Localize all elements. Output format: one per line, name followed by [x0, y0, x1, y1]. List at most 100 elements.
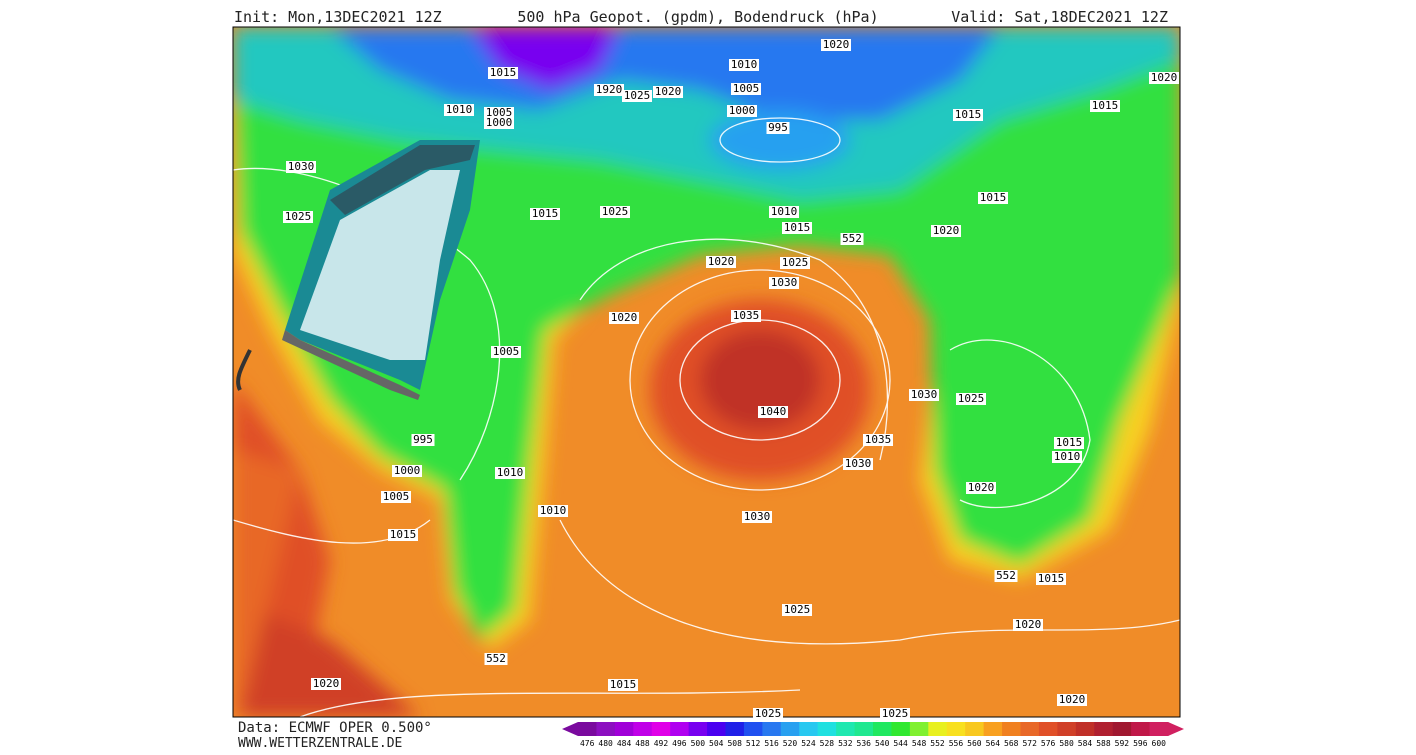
isobar-label: 1015: [1038, 572, 1065, 585]
colorbar-swatch: [873, 722, 892, 736]
isobar-label: 1000: [394, 464, 421, 477]
isobar-label: 1005: [486, 106, 513, 119]
label-bg: [484, 107, 514, 119]
isobar-label: 1030: [288, 160, 315, 173]
label-bg: [388, 529, 418, 541]
label-bg: [766, 122, 790, 134]
isobar-label: 1020: [655, 85, 682, 98]
colorbar-label: 552: [930, 739, 945, 748]
label-bg: [931, 225, 961, 237]
label-bg: [530, 208, 560, 220]
init-time: Init: Mon,13DEC2021 12Z: [234, 8, 442, 26]
label-bg: [782, 604, 812, 616]
label-bg: [1090, 100, 1120, 112]
colorbar-swatch: [743, 722, 763, 736]
label-bg: [966, 482, 996, 494]
isobar-label: 1030: [845, 457, 872, 470]
colorbar-label: 576: [1041, 739, 1056, 748]
isobar-label: 1025: [958, 392, 985, 405]
colorbar-label: 488: [635, 739, 650, 748]
label-bg: [1057, 694, 1087, 706]
colorbar-label: 588: [1096, 739, 1111, 748]
colorbar-swatch: [891, 722, 911, 736]
label-bg: [1036, 573, 1066, 585]
colorbar-label: 496: [672, 739, 687, 748]
colorbar-label: 544: [893, 739, 908, 748]
colorbar-label: 512: [746, 739, 761, 748]
label-bg: [821, 39, 851, 51]
colorbar-arrow-low: [562, 722, 578, 736]
colorbar-label: 548: [912, 739, 927, 748]
label-bg: [706, 256, 736, 268]
colorbar-label: 572: [1022, 739, 1037, 748]
colorbar-swatch: [1002, 722, 1021, 736]
label-bg: [727, 105, 757, 117]
label-bg: [653, 86, 683, 98]
isobar-label: 1020: [708, 255, 735, 268]
colorbar-label: 484: [617, 739, 632, 748]
isobar-label: 1025: [285, 210, 312, 223]
isobar-label: 1020: [933, 224, 960, 237]
isobar-label: 1020: [1015, 618, 1042, 631]
colorbar-swatch: [928, 722, 948, 736]
colorbar-label: 528: [820, 739, 835, 748]
isobar-label: 1015: [490, 66, 517, 79]
label-bg: [909, 389, 939, 401]
isobar-label: 1020: [823, 38, 850, 51]
label-bg: [444, 104, 474, 116]
label-bg: [622, 90, 652, 102]
colorbar-swatch: [1020, 722, 1040, 736]
colorbar-swatch: [1149, 722, 1169, 736]
label-bg: [484, 117, 514, 129]
isobar-label: 1010: [731, 58, 758, 71]
label-bg: [484, 653, 508, 665]
isobar-label: 1040: [760, 405, 787, 418]
colorbar-arrow-high: [1168, 722, 1184, 736]
isobar-label: 1030: [911, 388, 938, 401]
isobar-label: 1015: [784, 221, 811, 234]
label-bg: [392, 465, 422, 477]
label-bg: [411, 434, 435, 446]
label-bg: [1149, 72, 1179, 84]
colorbar-label: 600: [1152, 739, 1167, 748]
colorbar-swatch: [1094, 722, 1114, 736]
isobar-label: 1005: [493, 345, 520, 358]
isobar-label: 1020: [1151, 71, 1178, 84]
colorbar-label: 560: [967, 739, 982, 748]
isobar-label: 1025: [624, 89, 651, 102]
isobar-label: 1025: [602, 205, 629, 218]
colorbar-label: 596: [1133, 739, 1148, 748]
label-bg: [491, 346, 521, 358]
isobar-label: 1010: [497, 466, 524, 479]
colorbar-swatch: [670, 722, 690, 736]
label-bg: [538, 505, 568, 517]
label-bg: [843, 458, 873, 470]
colorbar-label: 508: [727, 739, 742, 748]
colorbar-swatch: [651, 722, 671, 736]
label-bg: [863, 434, 893, 446]
colorbar-label: 516: [764, 739, 779, 748]
colorbar-label: 568: [1004, 739, 1019, 748]
isobar-label: 1020: [968, 481, 995, 494]
isobar-label: 1025: [755, 707, 782, 720]
colorbar-label: 540: [875, 739, 890, 748]
colorbar-label: 500: [691, 739, 706, 748]
isobar-label: 552: [996, 569, 1016, 582]
isobar-label: 1025: [782, 256, 809, 269]
label-bg: [880, 708, 910, 720]
colorbar-label: 492: [654, 739, 669, 748]
data-source: Data: ECMWF OPER 0.500°: [238, 720, 432, 736]
isobar-label: 1010: [446, 103, 473, 116]
isobar-label: 1015: [390, 528, 417, 541]
label-bg: [769, 206, 799, 218]
colorbar-swatch: [817, 722, 837, 736]
isobar-label: 1015: [1092, 99, 1119, 112]
colorbar-label: 556: [949, 739, 964, 748]
colorbar-label: 476: [580, 739, 595, 748]
isobar-label: 1010: [1054, 450, 1081, 463]
label-bg: [1054, 437, 1084, 449]
isobar-label: 1030: [771, 276, 798, 289]
map-title: 500 hPa Geopot. (gpdm), Bodendruck (hPa): [517, 8, 878, 26]
isobar-label: 1030: [744, 510, 771, 523]
label-bg: [600, 206, 630, 218]
